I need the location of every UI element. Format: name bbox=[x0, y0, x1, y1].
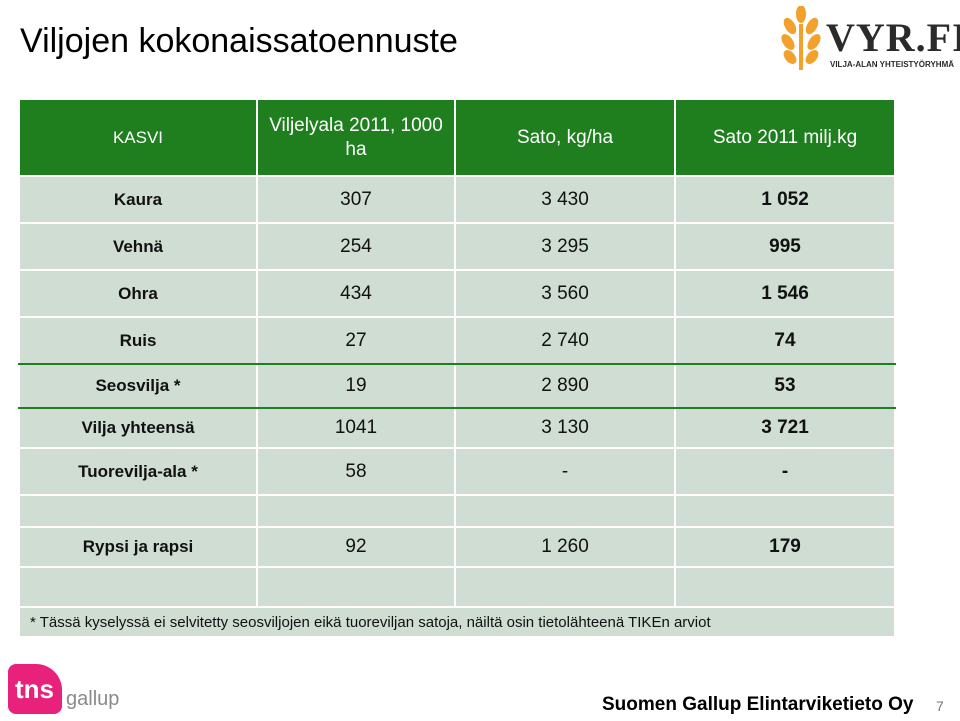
header-yield: Sato, kg/ha bbox=[454, 98, 676, 177]
row-area: 1041 bbox=[256, 407, 456, 449]
row-yield: 3 295 bbox=[454, 222, 676, 271]
row-total: 995 bbox=[674, 222, 896, 271]
row-area: 254 bbox=[256, 222, 456, 271]
vyr-logo-subtitle: VILJA-ALAN YHTEISTYÖRYHMÄ bbox=[830, 60, 955, 69]
row-yield: - bbox=[454, 447, 676, 496]
row-yield: 1 260 bbox=[454, 526, 676, 568]
vyr-logo-name: VYR.FI bbox=[826, 15, 960, 60]
company-name: Suomen Gallup Elintarviketieto Oy bbox=[602, 694, 914, 715]
row-area: 27 bbox=[256, 316, 456, 365]
tns-mark: tns bbox=[8, 664, 62, 714]
wheat-icon bbox=[781, 6, 821, 70]
row-area: 58 bbox=[256, 447, 456, 496]
row-crop: Ruis bbox=[18, 316, 258, 365]
table-row: Ruis 27 2 740 74 bbox=[18, 316, 896, 365]
table-row: Rypsi ja rapsi 92 1 260 179 bbox=[18, 526, 896, 568]
table-footnote: * Tässä kyselyssä ei selvitetty seosvilj… bbox=[18, 606, 896, 638]
row-crop: Tuorevilja-ala * bbox=[18, 447, 258, 496]
row-yield: 3 130 bbox=[454, 407, 676, 449]
row-crop: Seosvilja * bbox=[18, 363, 258, 409]
header-area: Viljelyala 2011, 1000 ha bbox=[256, 98, 456, 177]
row-crop: Vilja yhteensä bbox=[18, 407, 258, 449]
row-total: 74 bbox=[674, 316, 896, 365]
row-crop: Rypsi ja rapsi bbox=[18, 526, 258, 568]
table-row: Vilja yhteensä 1041 3 130 3 721 bbox=[18, 407, 896, 449]
tns-gallup-text: gallup bbox=[66, 688, 120, 710]
row-area: 19 bbox=[256, 363, 456, 409]
row-total: 1 052 bbox=[674, 175, 896, 224]
row-area: 307 bbox=[256, 175, 456, 224]
row-yield: 3 430 bbox=[454, 175, 676, 224]
row-crop: Vehnä bbox=[18, 222, 258, 271]
row-area: 434 bbox=[256, 269, 456, 318]
row-yield: 3 560 bbox=[454, 269, 676, 318]
table-row-empty bbox=[18, 566, 896, 608]
table-row: Vehnä 254 3 295 995 bbox=[18, 222, 896, 271]
page-number: 7 bbox=[936, 698, 944, 714]
table-row: Seosvilja * 19 2 890 53 bbox=[18, 363, 896, 409]
page-title: Viljojen kokonaissatoennuste bbox=[20, 22, 458, 60]
row-yield: 2 740 bbox=[454, 316, 676, 365]
vyr-logo: VYR.FI VILJA-ALAN YHTEISTYÖRYHMÄ bbox=[776, 4, 960, 74]
table-header-row: KASVI Viljelyala 2011, 1000 ha Sato, kg/… bbox=[18, 98, 896, 177]
harvest-table: KASVI Viljelyala 2011, 1000 ha Sato, kg/… bbox=[18, 98, 896, 638]
row-total: 1 546 bbox=[674, 269, 896, 318]
row-crop: Kaura bbox=[18, 175, 258, 224]
table-row-empty bbox=[18, 494, 896, 528]
table-row: Tuorevilja-ala * 58 - - bbox=[18, 447, 896, 496]
row-total: - bbox=[674, 447, 896, 496]
row-yield: 2 890 bbox=[454, 363, 676, 409]
row-total: 179 bbox=[674, 526, 896, 568]
tns-gallup-logo: tns gallup bbox=[8, 664, 120, 716]
table-row: Kaura 307 3 430 1 052 bbox=[18, 175, 896, 224]
row-total: 3 721 bbox=[674, 407, 896, 449]
row-area: 92 bbox=[256, 526, 456, 568]
header-total: Sato 2011 milj.kg bbox=[674, 98, 896, 177]
tns-brand: tns bbox=[15, 674, 54, 704]
header-kasvi: KASVI bbox=[18, 98, 258, 177]
row-crop: Ohra bbox=[18, 269, 258, 318]
table-footnote-row: * Tässä kyselyssä ei selvitetty seosvilj… bbox=[18, 606, 896, 638]
table-row: Ohra 434 3 560 1 546 bbox=[18, 269, 896, 318]
row-total: 53 bbox=[674, 363, 896, 409]
